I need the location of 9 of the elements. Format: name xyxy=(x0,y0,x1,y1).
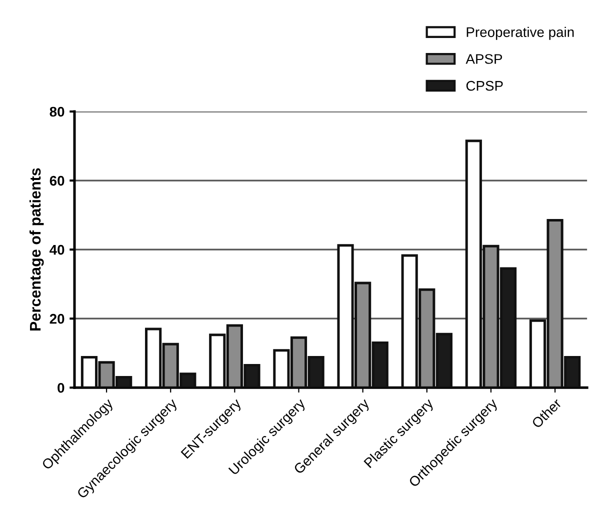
legend-label: CPSP xyxy=(466,80,503,91)
y-tick-label: 80 xyxy=(50,106,64,117)
y-tick-label: 20 xyxy=(50,314,64,324)
y-tick-label: 0 xyxy=(58,382,64,393)
legend-label: Preoperative pain xyxy=(466,26,574,40)
legend-label: APSP xyxy=(466,54,502,64)
y-tick-label: 60 xyxy=(50,176,64,186)
y-tick-label: 40 xyxy=(50,244,64,255)
y-axis-title: Percentage of patients xyxy=(29,168,44,330)
